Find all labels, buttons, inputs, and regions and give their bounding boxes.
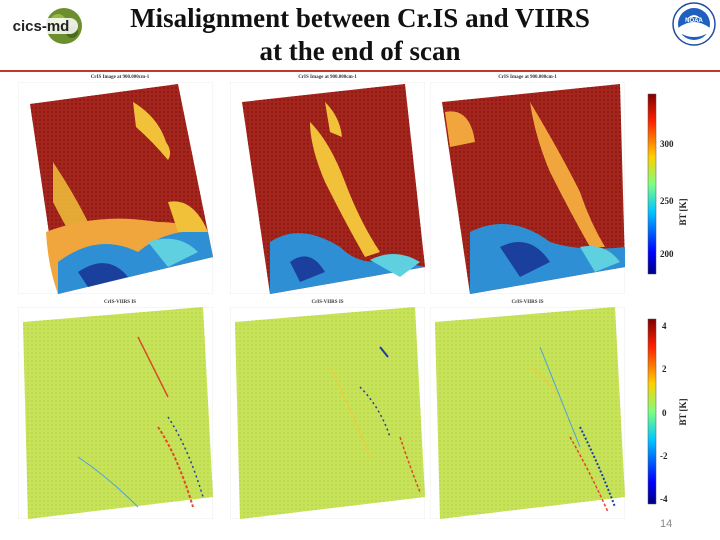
noaa-logo: NOAA xyxy=(672,2,716,46)
cbar-bottom-tick-2: 2 xyxy=(662,364,667,374)
difference-panel-1 xyxy=(18,307,213,519)
cbar-top-tick-200: 200 xyxy=(660,249,674,259)
cris-image-panel-1 xyxy=(18,82,213,294)
difference-panel-3 xyxy=(430,307,625,519)
cbar-bottom-tick-neg2: -2 xyxy=(660,451,668,461)
cris-image-panel-3 xyxy=(430,82,625,294)
cics-md-logo: cics-md xyxy=(4,8,82,44)
cbar-top-tick-250: 250 xyxy=(660,196,674,206)
panel-title-bottom-1: CrIS-VIIRS IS xyxy=(103,300,137,305)
cbar-bottom-tick-0: 0 xyxy=(662,408,667,418)
cbar-bottom-tick-4: 4 xyxy=(662,321,667,331)
logo-left-text: cics-md xyxy=(13,18,70,35)
title-rule xyxy=(0,70,720,72)
cbar-bottom-tick-neg4: -4 xyxy=(660,494,668,504)
colorbar-bt-bottom: 4 2 0 -2 -4 BT [K] xyxy=(647,318,688,505)
colorbar-bt-top: 300 250 200 BT [K] xyxy=(647,93,688,275)
panel-title-bottom-3: CrIS-VIIRS IS xyxy=(511,300,544,305)
panel-title-bottom-2: CrIS-VIIRS IS xyxy=(311,300,344,305)
slide-title: Misalignment between Cr.IS and VIIRS at … xyxy=(80,2,640,68)
panel-title-top-2: CrIS Image at 900.000cm-1 xyxy=(298,75,357,80)
logo-right-text: NOAA xyxy=(685,18,703,24)
cbar-top-tick-300: 300 xyxy=(660,139,674,149)
panel-title-top-1: CrIS Image at 900.000cm-1 xyxy=(90,75,150,80)
slide-number: 14 xyxy=(660,518,673,530)
cbar-bottom-label: BT [K] xyxy=(678,398,688,425)
title-line-2: at the end of scan xyxy=(259,36,461,66)
cris-image-panel-2 xyxy=(230,82,425,294)
title-line-1: Misalignment between Cr.IS and VIIRS xyxy=(130,3,590,33)
panel-title-top-3: CrIS Image at 900.000cm-1 xyxy=(498,75,557,80)
cbar-top-label: BT [K] xyxy=(678,198,688,225)
difference-panel-2 xyxy=(230,307,425,519)
